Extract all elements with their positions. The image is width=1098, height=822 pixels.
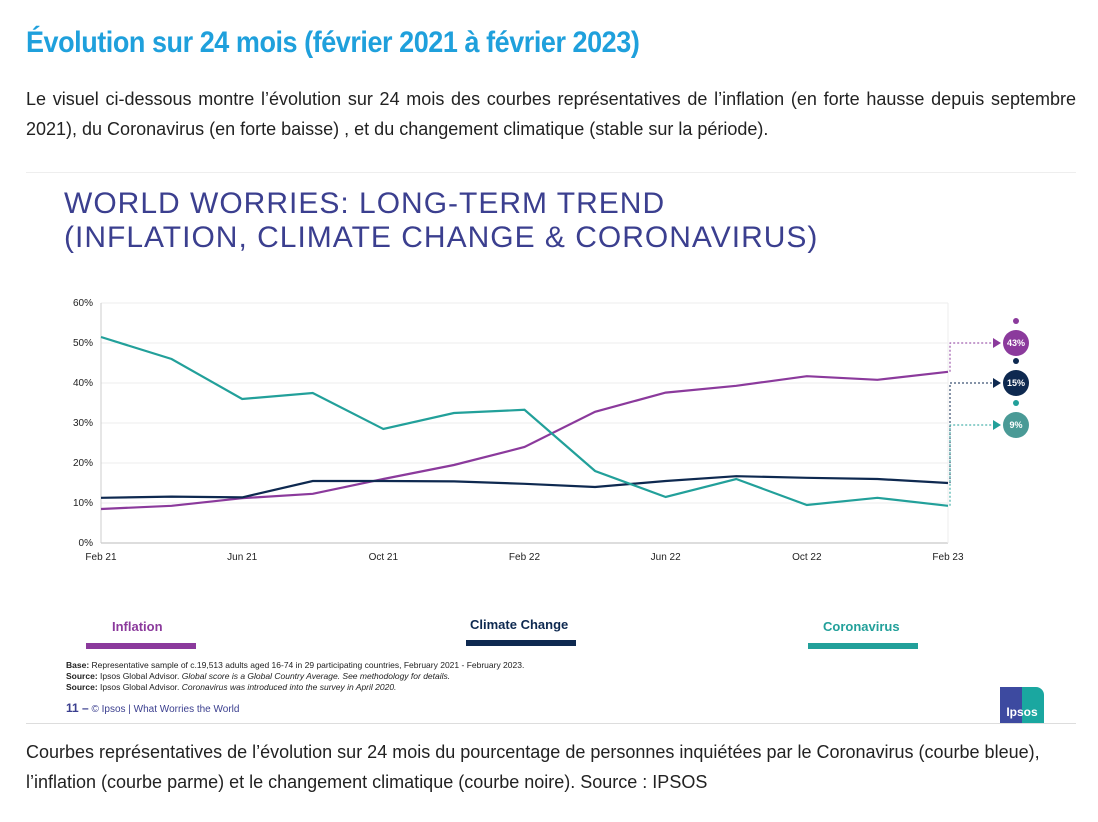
y-tick-label: 0% <box>79 538 94 549</box>
y-tick-label: 10% <box>73 498 93 509</box>
legend-climate: Climate Change <box>470 617 569 632</box>
x-tick-label: Feb 22 <box>509 552 541 563</box>
end-value-bubble <box>1003 330 1029 356</box>
series-line-coronavirus <box>100 335 949 507</box>
chart-title-line2: (INFLATION, CLIMATE CHANGE & CORONAVIRUS… <box>64 221 819 254</box>
end-value-label: 9% <box>1009 420 1022 430</box>
end-value-bubble <box>1003 370 1029 396</box>
chart-figure: WORLD WORRIES: LONG-TERM TREND (INFLATION… <box>26 172 1076 724</box>
x-tick-label: Feb 21 <box>85 552 117 563</box>
figure-caption: Courbes représentatives de l’évolution s… <box>26 742 1040 792</box>
legend-swatch-climate <box>466 640 576 646</box>
legend-swatch-coronavirus <box>808 643 918 649</box>
ipsos-logo: Ipsos <box>1000 687 1044 723</box>
end-value-bubble <box>1003 412 1029 438</box>
end-value-label: 15% <box>1007 378 1025 388</box>
chart-title: WORLD WORRIES: LONG-TERM TREND (INFLATION… <box>64 187 818 255</box>
legend-swatch-inflation <box>86 643 196 649</box>
series-line-climate-change <box>100 475 949 499</box>
arrow-marker <box>993 420 1001 430</box>
bubble-dot <box>1013 358 1019 364</box>
chart-notes: Base: Representative sample of c.19,513 … <box>66 660 525 692</box>
x-tick-label: Oct 21 <box>369 552 399 563</box>
y-tick-label: 30% <box>73 418 93 429</box>
x-tick-label: Feb 23 <box>932 552 964 563</box>
connector-line <box>949 424 993 506</box>
connector-line <box>949 382 993 483</box>
chart-title-line1: WORLD WORRIES: LONG-TERM TREND <box>64 187 666 220</box>
line-chart: 0% 10% 20% 30% 40% 50% 60% Feb 21 Jun 21 Oct 21 Fe… <box>73 298 1029 563</box>
y-tick-label: 40% <box>73 378 93 389</box>
arrow-marker <box>993 378 1001 388</box>
chart-footer: 11 – © Ipsos | What Worries the World <box>66 701 240 715</box>
x-tick-label: Jun 22 <box>651 552 681 563</box>
y-tick-label: 50% <box>73 338 93 349</box>
bubble-dot <box>1013 400 1019 406</box>
arrow-marker <box>993 338 1001 348</box>
x-tick-label: Oct 22 <box>792 552 822 563</box>
end-value-label: 43% <box>1007 338 1025 348</box>
x-tick-label: Jun 21 <box>227 552 257 563</box>
y-tick-label: 20% <box>73 458 93 469</box>
bubble-dot <box>1013 318 1019 324</box>
connector-line <box>949 342 993 372</box>
legend-inflation: Inflation <box>112 619 163 634</box>
y-tick-label: 60% <box>73 298 93 309</box>
page-heading: Évolution sur 24 mois (février 2021 à fé… <box>26 26 640 59</box>
intro-paragraph: Le visuel ci-dessous montre l’évolution … <box>26 89 1076 139</box>
legend-coronavirus: Coronavirus <box>823 619 900 634</box>
series-line-inflation <box>100 370 949 511</box>
